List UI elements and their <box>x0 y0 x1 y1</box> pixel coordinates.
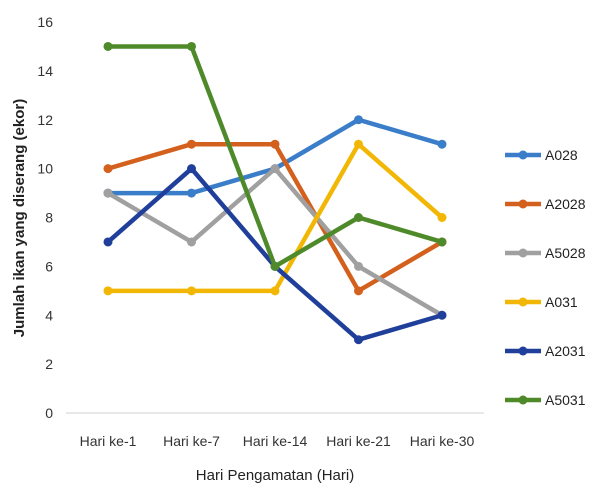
data-point <box>354 213 363 222</box>
legend-item: A2028 <box>505 196 586 212</box>
legend-swatch-marker <box>518 199 528 209</box>
data-point <box>354 335 363 345</box>
data-point <box>354 261 363 271</box>
data-point <box>187 41 196 51</box>
legend-item: A5031 <box>505 392 586 408</box>
legend-item: A031 <box>505 294 578 310</box>
x-tick-label: Hari ke-1 <box>80 433 137 449</box>
y-tick-label: 2 <box>45 356 53 372</box>
legend-label: A2028 <box>545 196 586 212</box>
y-tick-label: 6 <box>45 258 53 274</box>
y-tick-label: 10 <box>37 161 53 177</box>
y-tick-label: 12 <box>37 112 53 128</box>
data-point <box>437 139 447 149</box>
data-point <box>103 237 113 247</box>
y-tick-label: 14 <box>37 63 53 79</box>
legend-item: A2031 <box>505 343 586 359</box>
series-layer <box>103 41 447 345</box>
data-point <box>270 164 280 174</box>
legend-item: A5028 <box>505 245 586 261</box>
legend-item: A028 <box>505 147 578 163</box>
legend-swatch-marker <box>518 150 528 160</box>
legend-label: A028 <box>545 147 578 163</box>
legend-label: A2031 <box>545 343 586 359</box>
series-line <box>105 117 445 196</box>
data-point <box>270 286 280 296</box>
data-point <box>187 286 196 296</box>
series-a5028 <box>103 164 447 320</box>
y-tick-label: 0 <box>45 405 53 421</box>
legend-label: A031 <box>545 294 578 310</box>
y-tick-label: 16 <box>37 14 53 30</box>
x-axis-title: Hari Pengamatan (Hari) <box>196 467 354 484</box>
data-point <box>103 188 113 198</box>
data-point <box>103 286 113 296</box>
x-tick-label: Hari ke-7 <box>163 433 220 449</box>
legend-swatch-marker <box>518 248 528 258</box>
legend-swatch-marker <box>518 395 528 405</box>
x-tick-label: Hari ke-21 <box>326 433 391 449</box>
data-point <box>187 188 196 198</box>
legend-swatch-marker <box>518 297 528 307</box>
data-point <box>187 237 196 247</box>
data-point <box>270 261 280 271</box>
legend-label: A5031 <box>545 392 586 408</box>
series-a031 <box>103 139 447 296</box>
legend: A028 A2028 A5028 A031 A2031 A5031 <box>505 147 586 408</box>
data-point <box>103 164 113 174</box>
data-point <box>437 213 447 222</box>
series-line <box>105 44 445 269</box>
legend-label: A5028 <box>545 245 586 261</box>
data-point <box>437 237 447 247</box>
data-point <box>187 139 196 149</box>
data-point <box>103 41 113 51</box>
x-axis-ticks: Hari ke-1 Hari ke-7 Hari ke-14 Hari ke-21 Ha… <box>80 433 475 449</box>
y-tick-label: 4 <box>45 307 53 323</box>
data-point <box>354 139 363 149</box>
series-a5031 <box>103 41 447 271</box>
data-point <box>354 286 363 296</box>
data-point <box>354 115 363 125</box>
data-point <box>437 310 447 320</box>
series-a2028 <box>103 139 447 296</box>
data-point <box>187 164 196 174</box>
y-tick-label: 8 <box>45 210 53 226</box>
y-axis-ticks: 0 2 4 6 8 10 12 14 16 <box>37 14 53 421</box>
x-tick-label: Hari ke-30 <box>410 433 475 449</box>
y-axis-title: Jumlah ikan yang diserang (ekor) <box>11 99 28 337</box>
legend-swatch-marker <box>518 346 528 356</box>
x-tick-label: Hari ke-14 <box>243 433 308 449</box>
data-point <box>270 139 280 149</box>
